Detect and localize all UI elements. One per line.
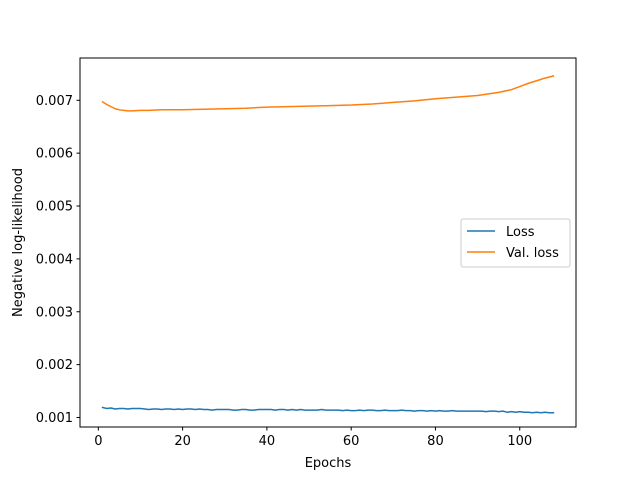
x-tick-label: 40 xyxy=(259,434,276,449)
y-tick-label: 0.006 xyxy=(36,147,73,162)
y-tick-label: 0.001 xyxy=(36,411,73,426)
val-loss-series-line xyxy=(101,75,555,112)
loss-series-line xyxy=(101,406,555,414)
y-tick-label: 0.003 xyxy=(36,305,73,320)
x-axis-ticks: 0 20 40 60 80 100 xyxy=(94,427,532,449)
x-tick-label: 20 xyxy=(174,434,191,449)
y-tick-label: 0.004 xyxy=(36,252,73,267)
x-axis-label: Epochs xyxy=(305,456,352,471)
x-tick-label: 80 xyxy=(427,434,444,449)
y-tick-label: 0.002 xyxy=(36,358,73,373)
legend-label-val-loss: Val. loss xyxy=(506,246,559,261)
y-axis-label: Negative log-likelihood xyxy=(11,168,26,317)
y-axis-ticks: 0.001 0.002 0.003 0.004 0.005 0.006 0.007 xyxy=(36,94,80,426)
legend-label-loss: Loss xyxy=(506,225,535,240)
x-tick-label: 60 xyxy=(343,434,360,449)
x-tick-label: 0 xyxy=(94,434,102,449)
y-tick-label: 0.007 xyxy=(36,94,73,109)
plot-area-frame xyxy=(79,57,577,428)
x-tick-label: 100 xyxy=(507,434,532,449)
y-tick-label: 0.005 xyxy=(36,200,73,215)
legend: Loss Val. loss xyxy=(460,218,571,268)
